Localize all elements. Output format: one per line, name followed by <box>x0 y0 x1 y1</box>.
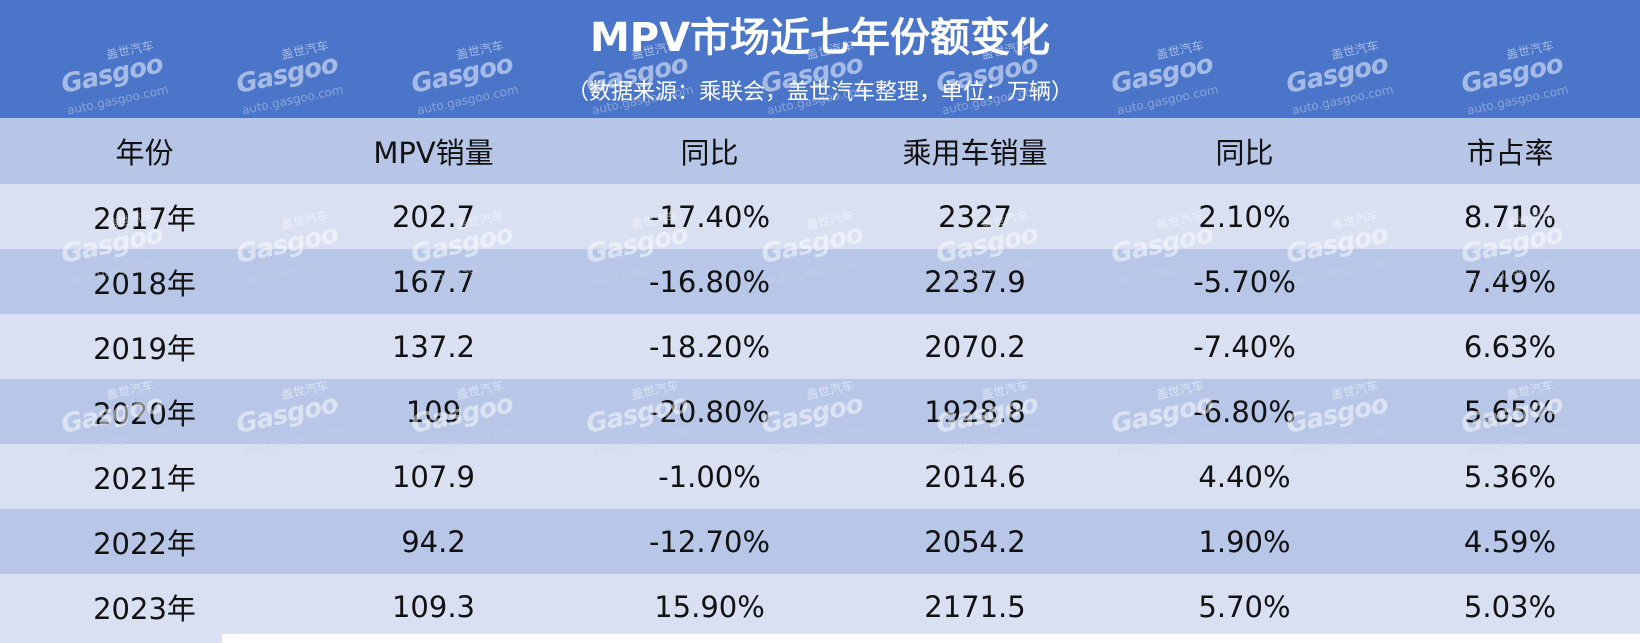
data-table: 年份 MPV销量 同比 乘用车销量 同比 市占率 2017年 202.7 -17… <box>0 118 1640 640</box>
cell-mpv-yoy: -16.80% <box>648 264 771 299</box>
cell-market-share: 8.71% <box>1463 199 1557 234</box>
cell-year: 2020年 <box>93 396 196 431</box>
table-row: 2021年 107.9 -1.00% 2014.6 4.40% 5.36% <box>0 444 1640 509</box>
cell-year: 2019年 <box>93 331 196 366</box>
cell-mpv-sales: 137.2 <box>391 329 476 364</box>
table-row: 2017年 202.7 -17.40% 2327 2.10% 8.71% <box>0 184 1640 249</box>
column-header-mpv-sales: MPV销量 <box>373 136 494 170</box>
cell-mpv-yoy: -20.80% <box>648 394 771 429</box>
cell-mpv-yoy: 15.90% <box>654 590 765 624</box>
cell-market-share: 5.65% <box>1463 394 1557 429</box>
table-title: MPV市场近七年份额变化 <box>589 15 1051 61</box>
table-header-banner: MPV市场近七年份额变化 （数据来源：乘联会，盖世汽车整理，单位：万辆） <box>0 0 1640 118</box>
bottom-strip-cell <box>0 634 222 643</box>
cell-year: 2017年 <box>93 201 196 236</box>
cell-mpv-yoy: -12.70% <box>648 524 771 559</box>
table-subtitle: （数据来源：乘联会，盖世汽车整理，单位：万辆） <box>566 80 1073 105</box>
column-header-market-share: 市占率 <box>1466 136 1554 170</box>
cell-passenger-sales: 1928.8 <box>924 394 1026 429</box>
cell-market-share: 5.03% <box>1463 590 1557 624</box>
cell-market-share: 7.49% <box>1463 264 1557 299</box>
cell-passenger-yoy: -7.40% <box>1193 329 1296 364</box>
cell-passenger-yoy: -5.70% <box>1193 264 1296 299</box>
cell-passenger-yoy: 1.90% <box>1198 524 1291 559</box>
cell-mpv-yoy: -1.00% <box>658 459 761 494</box>
cell-passenger-sales: 2237.9 <box>924 264 1026 299</box>
cell-passenger-yoy: 2.10% <box>1198 199 1291 234</box>
cell-passenger-yoy: 5.70% <box>1198 590 1291 624</box>
column-header-passenger-yoy: 同比 <box>1215 136 1274 170</box>
cell-passenger-sales: 2327 <box>938 199 1012 234</box>
cell-passenger-yoy: 4.40% <box>1198 459 1291 494</box>
table-row: 2022年 94.2 -12.70% 2054.2 1.90% 4.59% <box>0 509 1640 574</box>
column-header-passenger-sales: 乘用车销量 <box>902 136 1048 170</box>
header-row: 年份 MPV销量 同比 乘用车销量 同比 市占率 <box>0 118 1640 184</box>
cell-mpv-sales: 109.3 <box>391 590 476 624</box>
cell-passenger-yoy: -6.80% <box>1193 394 1296 429</box>
cell-market-share: 4.59% <box>1463 524 1557 559</box>
cell-year: 2023年 <box>93 592 196 626</box>
cell-mpv-yoy: -17.40% <box>648 199 771 234</box>
cell-year: 2021年 <box>93 461 196 496</box>
cell-passenger-sales: 2171.5 <box>924 590 1026 624</box>
cell-mpv-sales: 202.7 <box>391 199 476 234</box>
table-row: 2023年 109.3 15.90% 2171.5 5.70% 5.03% <box>0 574 1640 640</box>
cell-passenger-sales: 2014.6 <box>924 459 1026 494</box>
cell-market-share: 5.36% <box>1463 459 1557 494</box>
table-row: 2018年 167.7 -16.80% 2237.9 -5.70% 7.49% <box>0 249 1640 314</box>
cell-passenger-sales: 2070.2 <box>924 329 1026 364</box>
cell-mpv-sales: 107.9 <box>391 459 476 494</box>
bottom-strip <box>0 634 1640 643</box>
cell-passenger-sales: 2054.2 <box>924 524 1026 559</box>
cell-mpv-sales: 109 <box>405 394 462 429</box>
column-header-year: 年份 <box>115 136 174 170</box>
cell-year: 2022年 <box>93 526 196 561</box>
cell-year: 2018年 <box>93 266 196 301</box>
table-row: 2019年 137.2 -18.20% 2070.2 -7.40% 6.63% <box>0 314 1640 379</box>
cell-mpv-yoy: -18.20% <box>648 329 771 364</box>
cell-mpv-sales: 94.2 <box>401 524 466 559</box>
table-row: 2020年 109 -20.80% 1928.8 -6.80% 5.65% <box>0 379 1640 444</box>
cell-market-share: 6.63% <box>1463 329 1557 364</box>
column-header-mpv-yoy: 同比 <box>680 136 739 170</box>
cell-mpv-sales: 167.7 <box>391 264 476 299</box>
